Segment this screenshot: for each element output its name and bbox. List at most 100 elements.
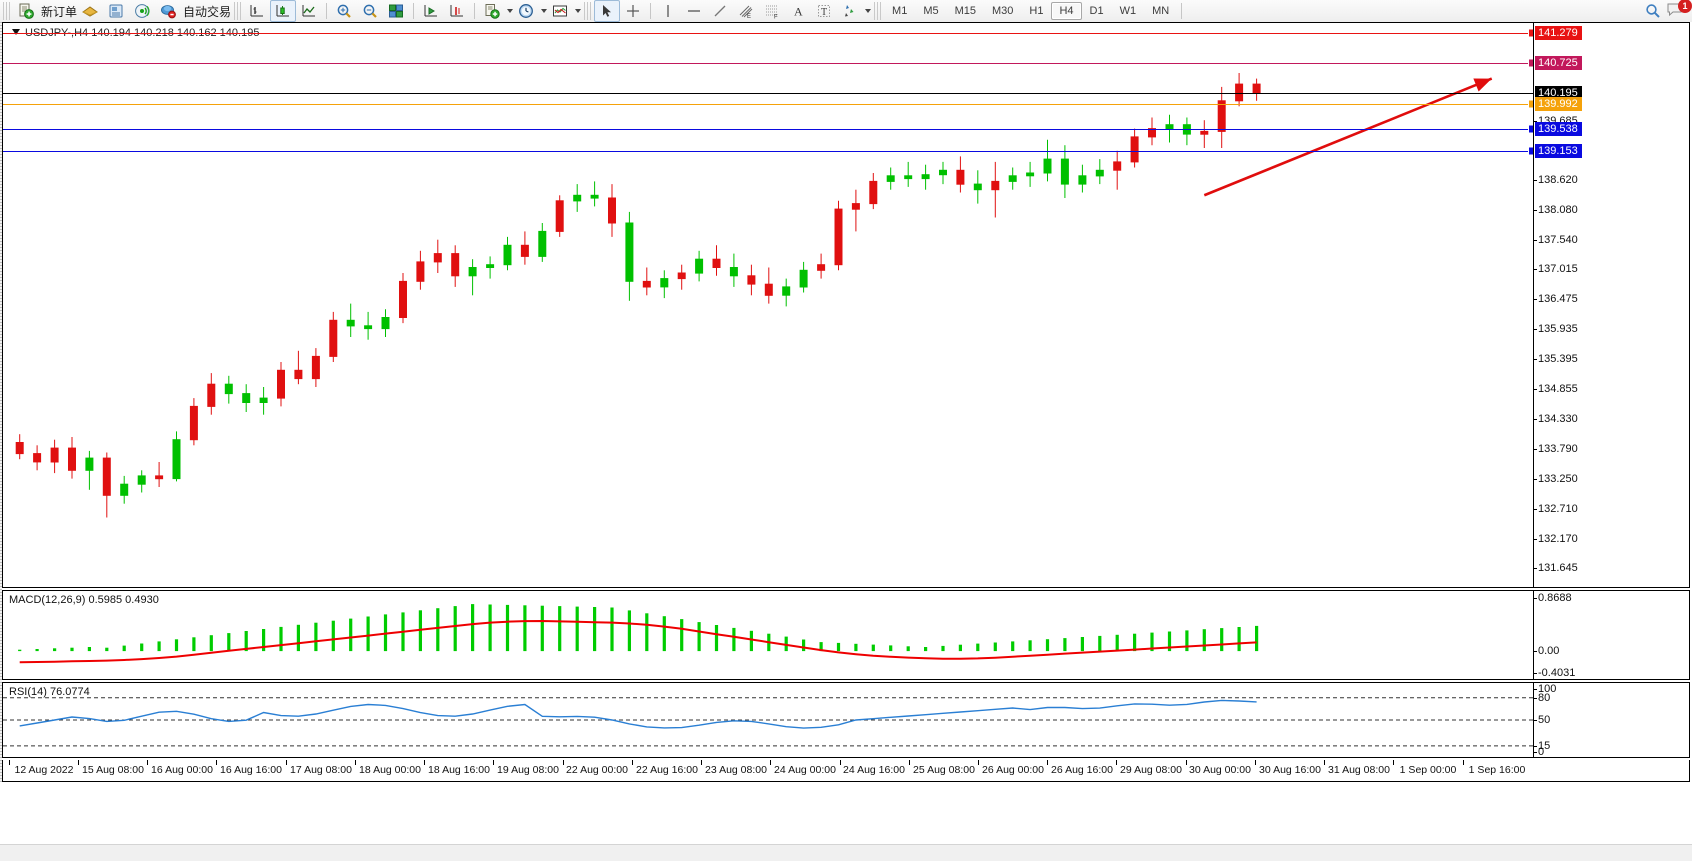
price-pane[interactable]: USDJPY-,H4 140.194 140.218 140.162 140.1… (2, 22, 1690, 588)
svg-text:A: A (794, 5, 803, 19)
period-icon[interactable] (513, 0, 539, 22)
time-tick (701, 760, 702, 765)
price-level-label[interactable]: 141.279 (1535, 25, 1582, 40)
level-line[interactable] (3, 104, 1534, 106)
toolbar-grip-4[interactable] (874, 2, 882, 20)
expert-advisor-icon[interactable] (155, 0, 181, 22)
macd-axis: 0.8688 0.00 -0.4031 (1533, 591, 1689, 679)
time-label: 22 Aug 00:00 (566, 764, 628, 776)
timeframe-m5[interactable]: M5 (923, 5, 939, 17)
rsi-pane[interactable]: RSI(14) 76.0774 100 80 50 15 0 (2, 682, 1690, 758)
text-icon[interactable]: T (811, 0, 837, 22)
time-label: 29 Aug 08:00 (1120, 764, 1182, 776)
text-label-icon[interactable]: A (785, 0, 811, 22)
price-tick: 135.395 (1534, 353, 1578, 366)
templates-icon[interactable] (547, 0, 573, 22)
level-line-handle[interactable] (1528, 146, 1534, 156)
rsi-tick: 80 (1533, 691, 1551, 704)
level-line-handle[interactable] (1528, 99, 1534, 109)
notification-icon[interactable]: 1 (1666, 0, 1692, 21)
level-line[interactable] (3, 32, 1534, 34)
price-level-label[interactable]: 140.725 (1535, 56, 1582, 71)
line-chart-icon[interactable] (296, 0, 322, 22)
time-axis[interactable]: 12 Aug 2022 15 Aug 08:00 16 Aug 00:00 16 Au… (2, 760, 1690, 782)
vertical-line-icon[interactable] (655, 0, 681, 22)
indicators-dropdown-caret[interactable] (507, 9, 514, 13)
level-line[interactable] (3, 92, 1534, 94)
horizontal-scrollbar[interactable] (0, 844, 1692, 861)
new-order-label[interactable]: 新订单 (41, 4, 78, 19)
time-label: 23 Aug 08:00 (705, 764, 767, 776)
autoscroll-icon[interactable] (444, 0, 470, 22)
zoom-out-icon[interactable] (357, 0, 383, 22)
timeframe-m30[interactable]: M30 (992, 5, 1014, 17)
time-tick (1047, 760, 1048, 765)
rsi-tick: 15 (1533, 739, 1551, 752)
fibonacci-icon[interactable]: F (759, 0, 785, 22)
price-axis[interactable]: 139.685 138.620 138.080 137.540 137.015 136.4… (1533, 23, 1689, 587)
chart-menu-arrow-icon[interactable] (12, 29, 20, 35)
time-tick (9, 760, 10, 765)
price-plot-area[interactable]: USDJPY-,H4 140.194 140.218 140.162 140.1… (3, 23, 1534, 587)
level-line-handle[interactable] (1528, 124, 1534, 134)
timeframe-mn[interactable]: MN (1152, 5, 1170, 17)
indicators-icon[interactable] (479, 0, 505, 22)
timeframe-m15[interactable]: M15 (954, 5, 976, 17)
timeframe-d1[interactable]: D1 (1089, 5, 1104, 17)
new-order-icon[interactable] (13, 0, 39, 22)
search-icon[interactable] (1640, 0, 1666, 22)
period-dropdown-caret[interactable] (541, 9, 548, 13)
level-line-handle[interactable] (1528, 28, 1534, 37)
trend-line-icon[interactable] (707, 0, 733, 22)
rsi-plot-area[interactable]: RSI(14) 76.0774 (3, 683, 1534, 757)
price-tick: 134.855 (1534, 383, 1578, 396)
signals-icon[interactable] (129, 0, 155, 22)
toolbar-separator-3 (474, 3, 476, 19)
macd-label: MACD(12,26,9) 0.5985 0.4930 (9, 594, 159, 606)
chart-workspace[interactable]: USDJPY-,H4 140.194 140.218 140.162 140.1… (0, 22, 1692, 861)
timeframe-h4[interactable]: H4 (1051, 2, 1082, 20)
tile-windows-icon[interactable] (383, 0, 409, 22)
price-level-label[interactable]: 139.153 (1535, 143, 1582, 158)
chart-vertical-grip[interactable] (0, 22, 2, 782)
toolbar-grip-2[interactable] (234, 2, 242, 20)
price-level-label[interactable]: 139.992 (1535, 97, 1582, 112)
time-tick (770, 760, 771, 765)
level-line[interactable] (3, 63, 1534, 65)
timeframe-w1[interactable]: W1 (1119, 5, 1137, 17)
book-icon[interactable] (77, 0, 103, 22)
level-line-handle[interactable] (1528, 58, 1534, 68)
objects-dropdown-caret[interactable] (865, 9, 872, 13)
crosshair-icon[interactable] (620, 0, 646, 22)
price-level-label[interactable]: 139.538 (1535, 122, 1582, 137)
time-label: 18 Aug 16:00 (428, 764, 490, 776)
price-tick: 132.710 (1534, 502, 1578, 515)
cursor-icon[interactable] (594, 0, 621, 22)
autotrading-label[interactable]: 自动交易 (183, 4, 232, 19)
bar-chart-icon[interactable] (244, 0, 270, 22)
toolbar-separator-1 (326, 3, 328, 19)
toolbar-separator-4 (650, 3, 652, 19)
time-label: 17 Aug 08:00 (290, 764, 352, 776)
chart-shift-icon[interactable] (418, 0, 444, 22)
objects-icon[interactable] (837, 0, 863, 22)
time-label: 31 Aug 08:00 (1328, 764, 1390, 776)
templates-dropdown-caret[interactable] (575, 9, 582, 13)
horizontal-line-icon[interactable] (681, 0, 707, 22)
equidistant-channel-icon[interactable]: E (733, 0, 759, 22)
candlestick-icon[interactable] (270, 0, 297, 22)
price-level-label[interactable]: 140.195 (1535, 85, 1582, 100)
toolbar-grip-3[interactable] (584, 2, 592, 20)
time-tick (355, 760, 356, 765)
macd-plot-area[interactable]: MACD(12,26,9) 0.5985 0.4930 (3, 591, 1534, 679)
toolbar-grip[interactable] (3, 2, 10, 20)
macd-pane[interactable]: MACD(12,26,9) 0.5985 0.4930 0.8688 0.00 -0… (2, 590, 1690, 680)
level-line[interactable] (3, 150, 1534, 152)
level-line[interactable] (3, 129, 1534, 131)
news-icon[interactable] (103, 0, 129, 22)
zoom-in-icon[interactable] (331, 0, 357, 22)
timeframe-h1[interactable]: H1 (1029, 5, 1044, 17)
time-label: 24 Aug 00:00 (774, 764, 836, 776)
price-tick: 138.620 (1534, 174, 1578, 187)
timeframe-m1[interactable]: M1 (892, 5, 908, 17)
